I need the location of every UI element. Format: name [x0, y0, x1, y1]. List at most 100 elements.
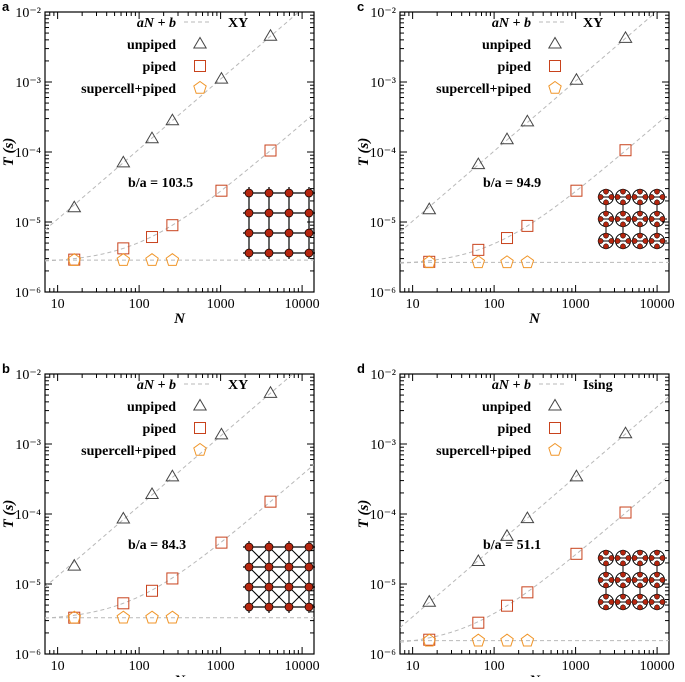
data-point — [471, 157, 486, 170]
legend-label: piped — [143, 422, 177, 437]
lattice-site — [654, 604, 660, 611]
data-point — [116, 610, 131, 624]
data-point — [215, 536, 228, 549]
lattice-site — [597, 216, 604, 222]
y-tick-label: 10⁻³ — [15, 438, 41, 453]
data-point — [422, 633, 437, 647]
lattice-site — [614, 216, 621, 222]
model-label: XY — [583, 16, 603, 31]
x-axis: 10 100 1000 10000 N — [44, 12, 320, 327]
lattice-site — [631, 555, 638, 561]
lattice-site — [620, 243, 626, 250]
y-tick-label: 10⁻⁶ — [370, 286, 396, 301]
x-tick-label: 10000 — [640, 297, 675, 312]
x-tick-label: 100 — [484, 659, 505, 674]
y-axis: 10⁻⁶ 10⁻⁵ 10⁻⁴ 10⁻³ 10⁻² T (s) — [1, 6, 314, 301]
lattice-site — [597, 194, 604, 200]
y-axis: 10⁻⁶ 10⁻⁵ 10⁻⁴ 10⁻³ 10⁻² T (s) — [356, 368, 669, 663]
data-point — [67, 253, 82, 266]
legend-label: aN + b — [137, 16, 176, 31]
panel-letter: b — [2, 361, 10, 376]
x-tick-label: 10 — [51, 297, 65, 312]
data-point — [500, 255, 514, 269]
lattice-site — [284, 582, 294, 592]
legend-label: unpiped — [127, 38, 176, 53]
lattice-site — [648, 599, 655, 605]
legend-marker — [548, 80, 562, 94]
legend-marker — [547, 36, 563, 49]
series-unpiped — [67, 28, 278, 213]
data-point — [116, 155, 131, 168]
lattice-site — [608, 577, 615, 583]
y-tick-label: 10⁻² — [370, 6, 396, 21]
x-axis-label: N — [528, 311, 541, 327]
lattice-site — [597, 577, 604, 583]
data-point — [166, 572, 179, 585]
fit-line-piped — [400, 475, 669, 643]
lattice-site — [244, 582, 254, 592]
data-point — [618, 426, 633, 439]
panel-letter: a — [2, 0, 10, 14]
legend: aN + b unpiped piped supercell+piped XY — [436, 16, 603, 97]
lattice-site — [284, 542, 294, 552]
data-point — [264, 495, 277, 508]
data-point — [116, 253, 131, 266]
lattice-site — [648, 216, 655, 222]
lattice-site — [637, 210, 643, 217]
data-point — [165, 610, 180, 624]
data-point — [501, 599, 514, 612]
data-point — [521, 219, 534, 232]
lattice-bond — [268, 546, 290, 568]
lattice-site — [654, 560, 660, 567]
lattice-site — [603, 604, 609, 611]
lattice-site — [304, 602, 314, 612]
ratio-label: b/a = 51.1 — [483, 538, 541, 553]
lattice-site — [264, 542, 274, 552]
lattice-bond — [288, 586, 310, 608]
y-tick-label: 10⁻⁴ — [15, 146, 41, 161]
data-point — [501, 232, 514, 245]
lattice-bond — [268, 586, 290, 608]
series-supercell-piped — [422, 255, 535, 269]
lattice-bond — [248, 566, 270, 588]
lattice-site — [603, 593, 609, 600]
lattice-site — [637, 593, 643, 600]
data-point — [68, 253, 81, 266]
lattice-site — [620, 604, 626, 611]
series-unpiped — [422, 426, 633, 607]
data-point — [619, 144, 632, 157]
data-point — [422, 202, 437, 215]
data-point — [471, 553, 486, 566]
lattice-site — [620, 188, 626, 195]
data-point — [499, 132, 515, 145]
lattice-site — [648, 577, 655, 583]
lattice-site — [659, 194, 666, 200]
lattice-site — [654, 232, 660, 239]
lattice-site — [637, 221, 643, 228]
legend-label: aN + b — [137, 378, 176, 393]
fit-line-unpiped — [45, 12, 300, 231]
data-point — [472, 616, 485, 629]
lattice-site — [631, 577, 638, 583]
lattice-site — [654, 188, 660, 195]
lattice-site — [264, 208, 274, 218]
x-axis-label: N — [173, 311, 186, 327]
data-point — [67, 200, 82, 213]
lattice-site — [244, 542, 254, 552]
lattice-site — [654, 243, 660, 250]
legend-marker — [193, 442, 207, 456]
data-point — [145, 253, 159, 266]
lattice-site — [304, 208, 314, 218]
x-axis-label: N — [528, 673, 541, 677]
x-tick-label: 100 — [129, 297, 150, 312]
lattice-site — [642, 238, 649, 244]
series-unpiped — [422, 30, 633, 215]
lattice-site — [654, 210, 660, 217]
lattice-bond — [248, 586, 270, 608]
data-point — [264, 144, 277, 157]
lattice-site — [631, 238, 638, 244]
data-point — [500, 633, 514, 647]
lattice-site — [614, 238, 621, 244]
data-point — [499, 528, 515, 541]
